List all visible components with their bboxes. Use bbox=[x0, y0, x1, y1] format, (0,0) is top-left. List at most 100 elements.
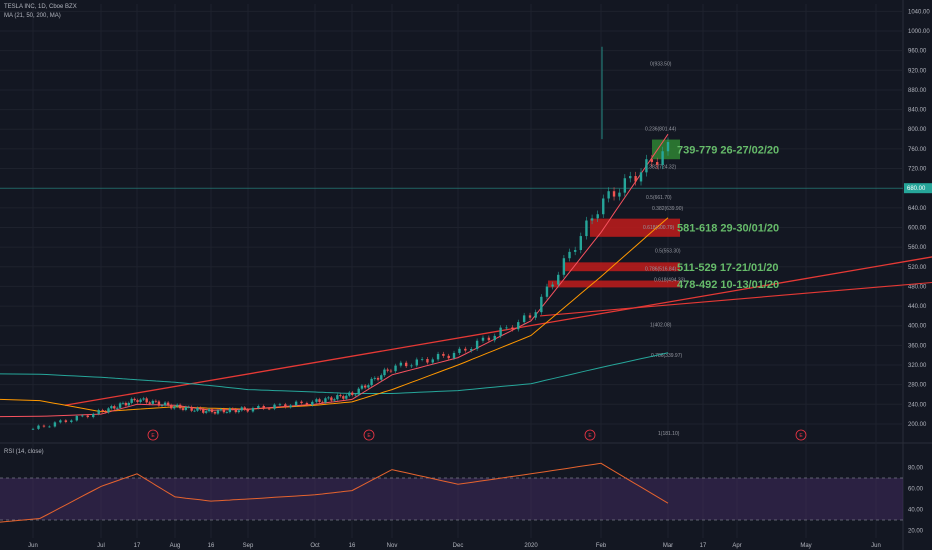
time-tick-label: Jul bbox=[97, 543, 105, 549]
candle-body bbox=[339, 395, 342, 397]
candle-body bbox=[336, 395, 339, 400]
candle-body bbox=[367, 385, 370, 388]
candle-body bbox=[101, 410, 104, 412]
candle-body bbox=[160, 405, 164, 407]
candle-body bbox=[442, 353, 445, 356]
candle-body bbox=[639, 172, 643, 182]
candle-body bbox=[234, 409, 238, 413]
current-price-tag bbox=[904, 183, 932, 194]
earnings-marker-label: E bbox=[588, 433, 592, 439]
time-tick-label: 17 bbox=[700, 543, 707, 549]
candle-body bbox=[240, 407, 243, 411]
candle-body bbox=[193, 410, 196, 412]
ma-legend[interactable]: MA (21, 50, 200, MA) bbox=[4, 13, 61, 19]
candle-body bbox=[202, 409, 205, 413]
candle-body bbox=[612, 191, 616, 197]
zone-label: 511-529 17-21/01/20 bbox=[677, 262, 779, 274]
candle-body bbox=[487, 337, 491, 341]
candle-body bbox=[333, 399, 336, 401]
candle-body bbox=[124, 402, 128, 406]
candle-body bbox=[257, 405, 260, 409]
fib-label: 0.382(639.90) bbox=[652, 206, 683, 212]
ma200-line bbox=[0, 352, 669, 394]
candle-body bbox=[181, 408, 185, 410]
candle-body bbox=[110, 406, 113, 409]
symbol-legend[interactable]: TESLA INC, 1D, Cboe BZX bbox=[4, 4, 77, 10]
candle-body bbox=[360, 385, 364, 389]
candle-body bbox=[53, 422, 57, 427]
price-tick-label: 1040.00 bbox=[908, 9, 930, 15]
candle-body bbox=[231, 408, 235, 410]
candle-body bbox=[436, 353, 440, 360]
earnings-marker bbox=[584, 429, 596, 441]
fib-label: 1(181.10) bbox=[658, 431, 680, 437]
earnings-marker bbox=[795, 429, 807, 441]
candle-body bbox=[273, 404, 276, 409]
candle-body bbox=[650, 159, 654, 163]
candle-body bbox=[246, 409, 249, 412]
fib-label: 1(402.08) bbox=[650, 323, 672, 329]
price-tick-label: 720.00 bbox=[908, 167, 927, 173]
candle-body bbox=[342, 396, 345, 399]
candle-body bbox=[458, 348, 461, 353]
candle-body bbox=[173, 406, 176, 409]
time-tick-label: 16 bbox=[349, 543, 356, 549]
candle-body bbox=[348, 392, 351, 396]
earnings-marker-label: E bbox=[799, 433, 803, 439]
rsi-line bbox=[0, 462, 669, 523]
candle-body bbox=[81, 415, 84, 417]
candle-body bbox=[113, 406, 116, 409]
candle-body bbox=[528, 315, 532, 318]
candle-body bbox=[410, 365, 413, 367]
candle-body bbox=[139, 399, 142, 402]
candle-body bbox=[42, 425, 46, 427]
rsi-band bbox=[0, 478, 903, 520]
candle-body bbox=[607, 191, 610, 199]
fib-label: 0(933.50) bbox=[650, 62, 672, 68]
candle-body bbox=[557, 274, 560, 285]
price-tick-label: 960.00 bbox=[908, 49, 927, 55]
candle-body bbox=[294, 401, 298, 406]
candle-body bbox=[154, 400, 158, 402]
candle-body bbox=[251, 408, 255, 412]
earnings-marker-label: E bbox=[151, 433, 155, 439]
candle-body bbox=[136, 400, 139, 402]
candle-body bbox=[207, 409, 211, 412]
time-tick-label: Aug bbox=[170, 543, 181, 549]
candle-body bbox=[629, 176, 632, 179]
time-tick-label: May bbox=[800, 543, 811, 549]
candle-body bbox=[376, 377, 380, 380]
candle-body bbox=[184, 406, 188, 410]
price-tick-label: 840.00 bbox=[908, 108, 927, 114]
candle-body bbox=[394, 365, 397, 372]
rsi-tick-label: 60.00 bbox=[908, 487, 924, 493]
trendline bbox=[64, 256, 932, 406]
time-tick-label: Mar bbox=[663, 543, 673, 549]
time-tick-label: Sep bbox=[243, 543, 254, 549]
candle-body bbox=[545, 286, 549, 297]
candle-body bbox=[386, 369, 389, 371]
time-tick-label: 16 bbox=[208, 543, 215, 549]
candle-body bbox=[289, 405, 292, 408]
candle-body bbox=[222, 409, 226, 413]
price-tick-label: 440.00 bbox=[908, 304, 927, 310]
candle-body bbox=[447, 355, 450, 359]
zone-label: 581-618 29-30/01/20 bbox=[677, 223, 779, 235]
candle-body bbox=[178, 404, 182, 409]
time-tick-label: Nov bbox=[387, 543, 398, 549]
candle-body bbox=[573, 250, 577, 252]
candle-body bbox=[327, 397, 330, 399]
candle-body bbox=[107, 408, 110, 413]
candle-body bbox=[75, 416, 79, 421]
rsi-legend[interactable]: RSI (14, close) bbox=[4, 449, 44, 455]
candle-body bbox=[48, 426, 51, 428]
candle-body bbox=[345, 395, 348, 399]
candle-body bbox=[568, 251, 571, 259]
candle-body bbox=[330, 397, 333, 401]
candle-body bbox=[300, 401, 303, 404]
candle-body bbox=[64, 420, 68, 422]
candle-body bbox=[540, 296, 543, 313]
candle-body bbox=[420, 359, 424, 360]
candle-body bbox=[92, 413, 95, 418]
